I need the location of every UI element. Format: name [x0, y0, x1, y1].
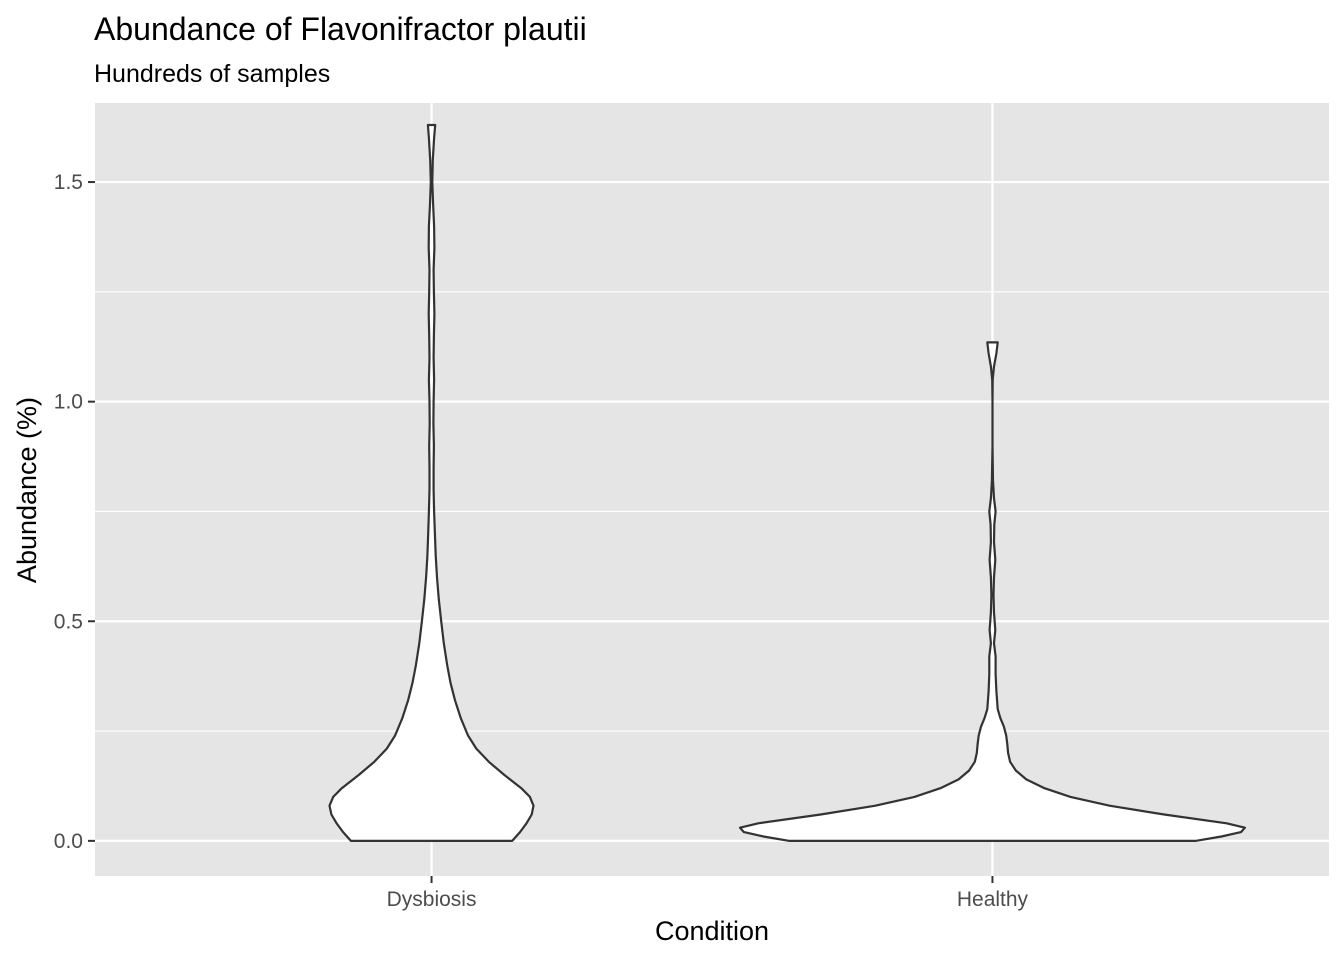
violin-healthy — [738, 341, 1246, 842]
x-tick-label: Dysbiosis — [387, 888, 477, 911]
x-axis-title: Condition — [655, 916, 769, 946]
y-tick-label: 1.0 — [54, 391, 83, 414]
y-tick-label: 0.0 — [54, 830, 83, 853]
minor-gridlines — [95, 291, 1329, 732]
y-tick-label: 0.5 — [54, 610, 83, 633]
y-tick-label: 1.5 — [54, 171, 83, 194]
chart-subtitle: Hundreds of samples — [94, 60, 330, 88]
plot-panel — [95, 103, 1329, 876]
chart-title: Abundance of Flavonifractor plautii — [94, 11, 587, 47]
violin-dysbiosis — [328, 123, 535, 842]
y-tick-labels: 0.0 0.5 1.0 1.5 — [54, 171, 83, 853]
violins — [328, 123, 1246, 842]
x-tick-label: Healthy — [957, 888, 1029, 911]
y-axis-title: Abundance (%) — [12, 397, 42, 583]
axis-ticks — [88, 181, 994, 883]
x-tick-labels: Dysbiosis Healthy — [387, 888, 1029, 911]
